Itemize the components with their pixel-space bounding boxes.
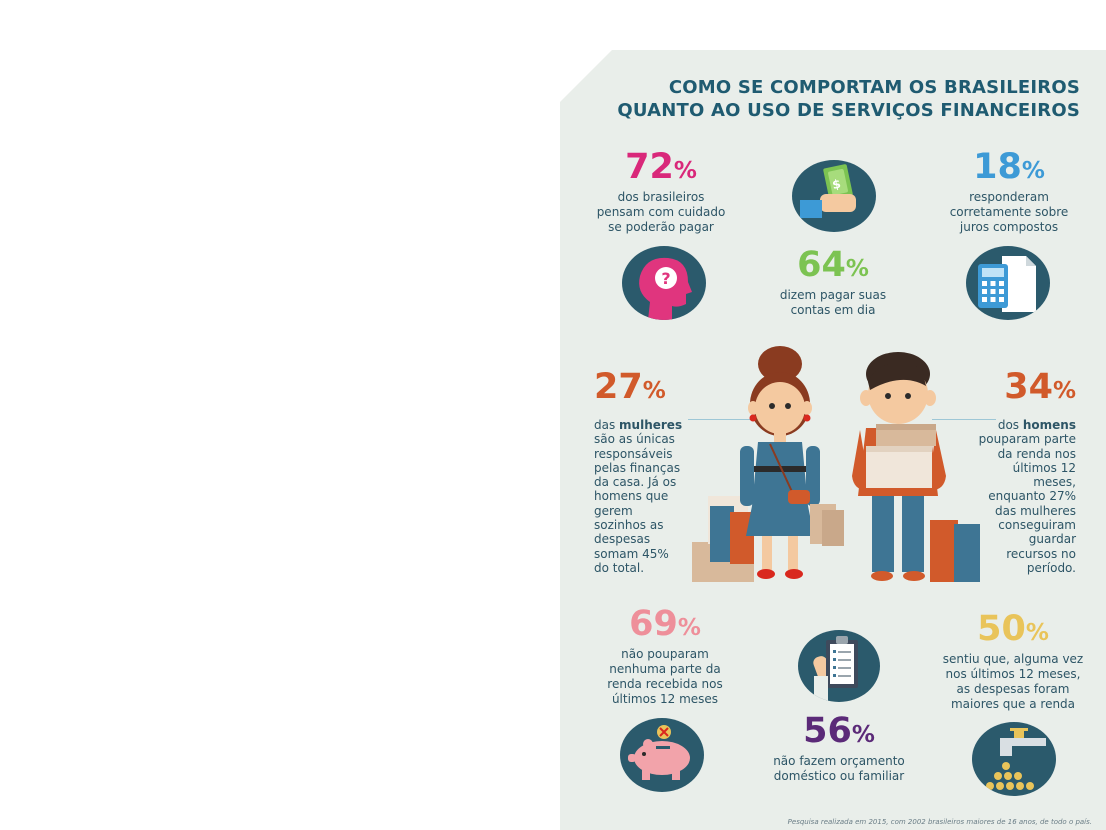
stat-69: 69% não pouparam nenhuma parte da renda re… xyxy=(590,605,740,707)
stat-50-value: 50% xyxy=(977,609,1049,649)
stat-72: 72% dos brasileiros pensam com cuidado se … xyxy=(586,148,736,235)
clipboard-icon xyxy=(798,630,880,702)
infographic-card: COMO SE COMPORTAM OS BRASILEIROS QUANTO … xyxy=(560,50,1106,830)
title-line-1: COMO SE COMPORTAM OS BRASILEIROS xyxy=(668,77,1080,98)
stat-27-value: 27% xyxy=(594,367,666,407)
svg-text:?: ? xyxy=(661,269,670,288)
money-hand-icon: $ xyxy=(792,160,876,232)
svg-text:$: $ xyxy=(831,177,842,192)
stat-18-value: 18% xyxy=(973,147,1045,187)
stat-64-value: 64% xyxy=(797,245,869,285)
stat-18-description: responderam corretamente sobre juros compo… xyxy=(949,190,1069,234)
stat-56: 56% não fazem orçamento doméstico ou fami… xyxy=(764,712,914,784)
title-line-2: QUANTO AO USO DE SERVIÇOS FINANCEIROS xyxy=(617,100,1080,121)
stat-34: 34% dos homens pouparam parte da renda no… xyxy=(964,368,1076,575)
infographic-title: COMO SE COMPORTAM OS BRASILEIROS QUANTO … xyxy=(617,76,1080,122)
stat-27-description: das mulheres são as únicas responsáveis pe… xyxy=(594,418,683,575)
footer-note: Pesquisa realizada em 2015, com 2002 bra… xyxy=(787,818,1092,826)
stat-72-value: 72% xyxy=(625,147,697,187)
stat-27: 27% das mulheres são as únicas responsáve… xyxy=(594,368,704,575)
stat-18: 18% responderam corretamente sobre juros c… xyxy=(934,148,1084,235)
stat-72-description: dos brasileiros pensam com cuidado se pode… xyxy=(596,190,726,234)
stat-50: 50% sentiu que, alguma vez nos últimos 12… xyxy=(940,610,1086,712)
connector-line-left xyxy=(688,419,768,420)
piggy-bank-icon xyxy=(620,718,704,792)
calculator-icon xyxy=(966,246,1050,320)
stat-69-description: não pouparam nenhuma parte da renda recebi… xyxy=(607,647,723,706)
stat-56-value: 56% xyxy=(803,711,875,751)
stat-34-value: 34% xyxy=(1004,367,1076,407)
faucet-coins-icon xyxy=(972,722,1056,796)
stat-69-value: 69% xyxy=(629,604,701,644)
stat-50-description: sentiu que, alguma vez nos últimos 12 mes… xyxy=(942,652,1084,711)
stat-64: 64% dizem pagar suas contas em dia xyxy=(758,246,908,318)
stat-64-description: dizem pagar suas contas em dia xyxy=(779,288,887,317)
head-question-icon: ? xyxy=(622,246,706,320)
connector-line-right xyxy=(932,419,996,420)
people-illustration xyxy=(690,346,980,582)
stat-34-description: dos homens pouparam parte da renda nos últ… xyxy=(978,418,1076,575)
stat-56-description: não fazem orçamento doméstico ou familiar xyxy=(773,754,905,783)
